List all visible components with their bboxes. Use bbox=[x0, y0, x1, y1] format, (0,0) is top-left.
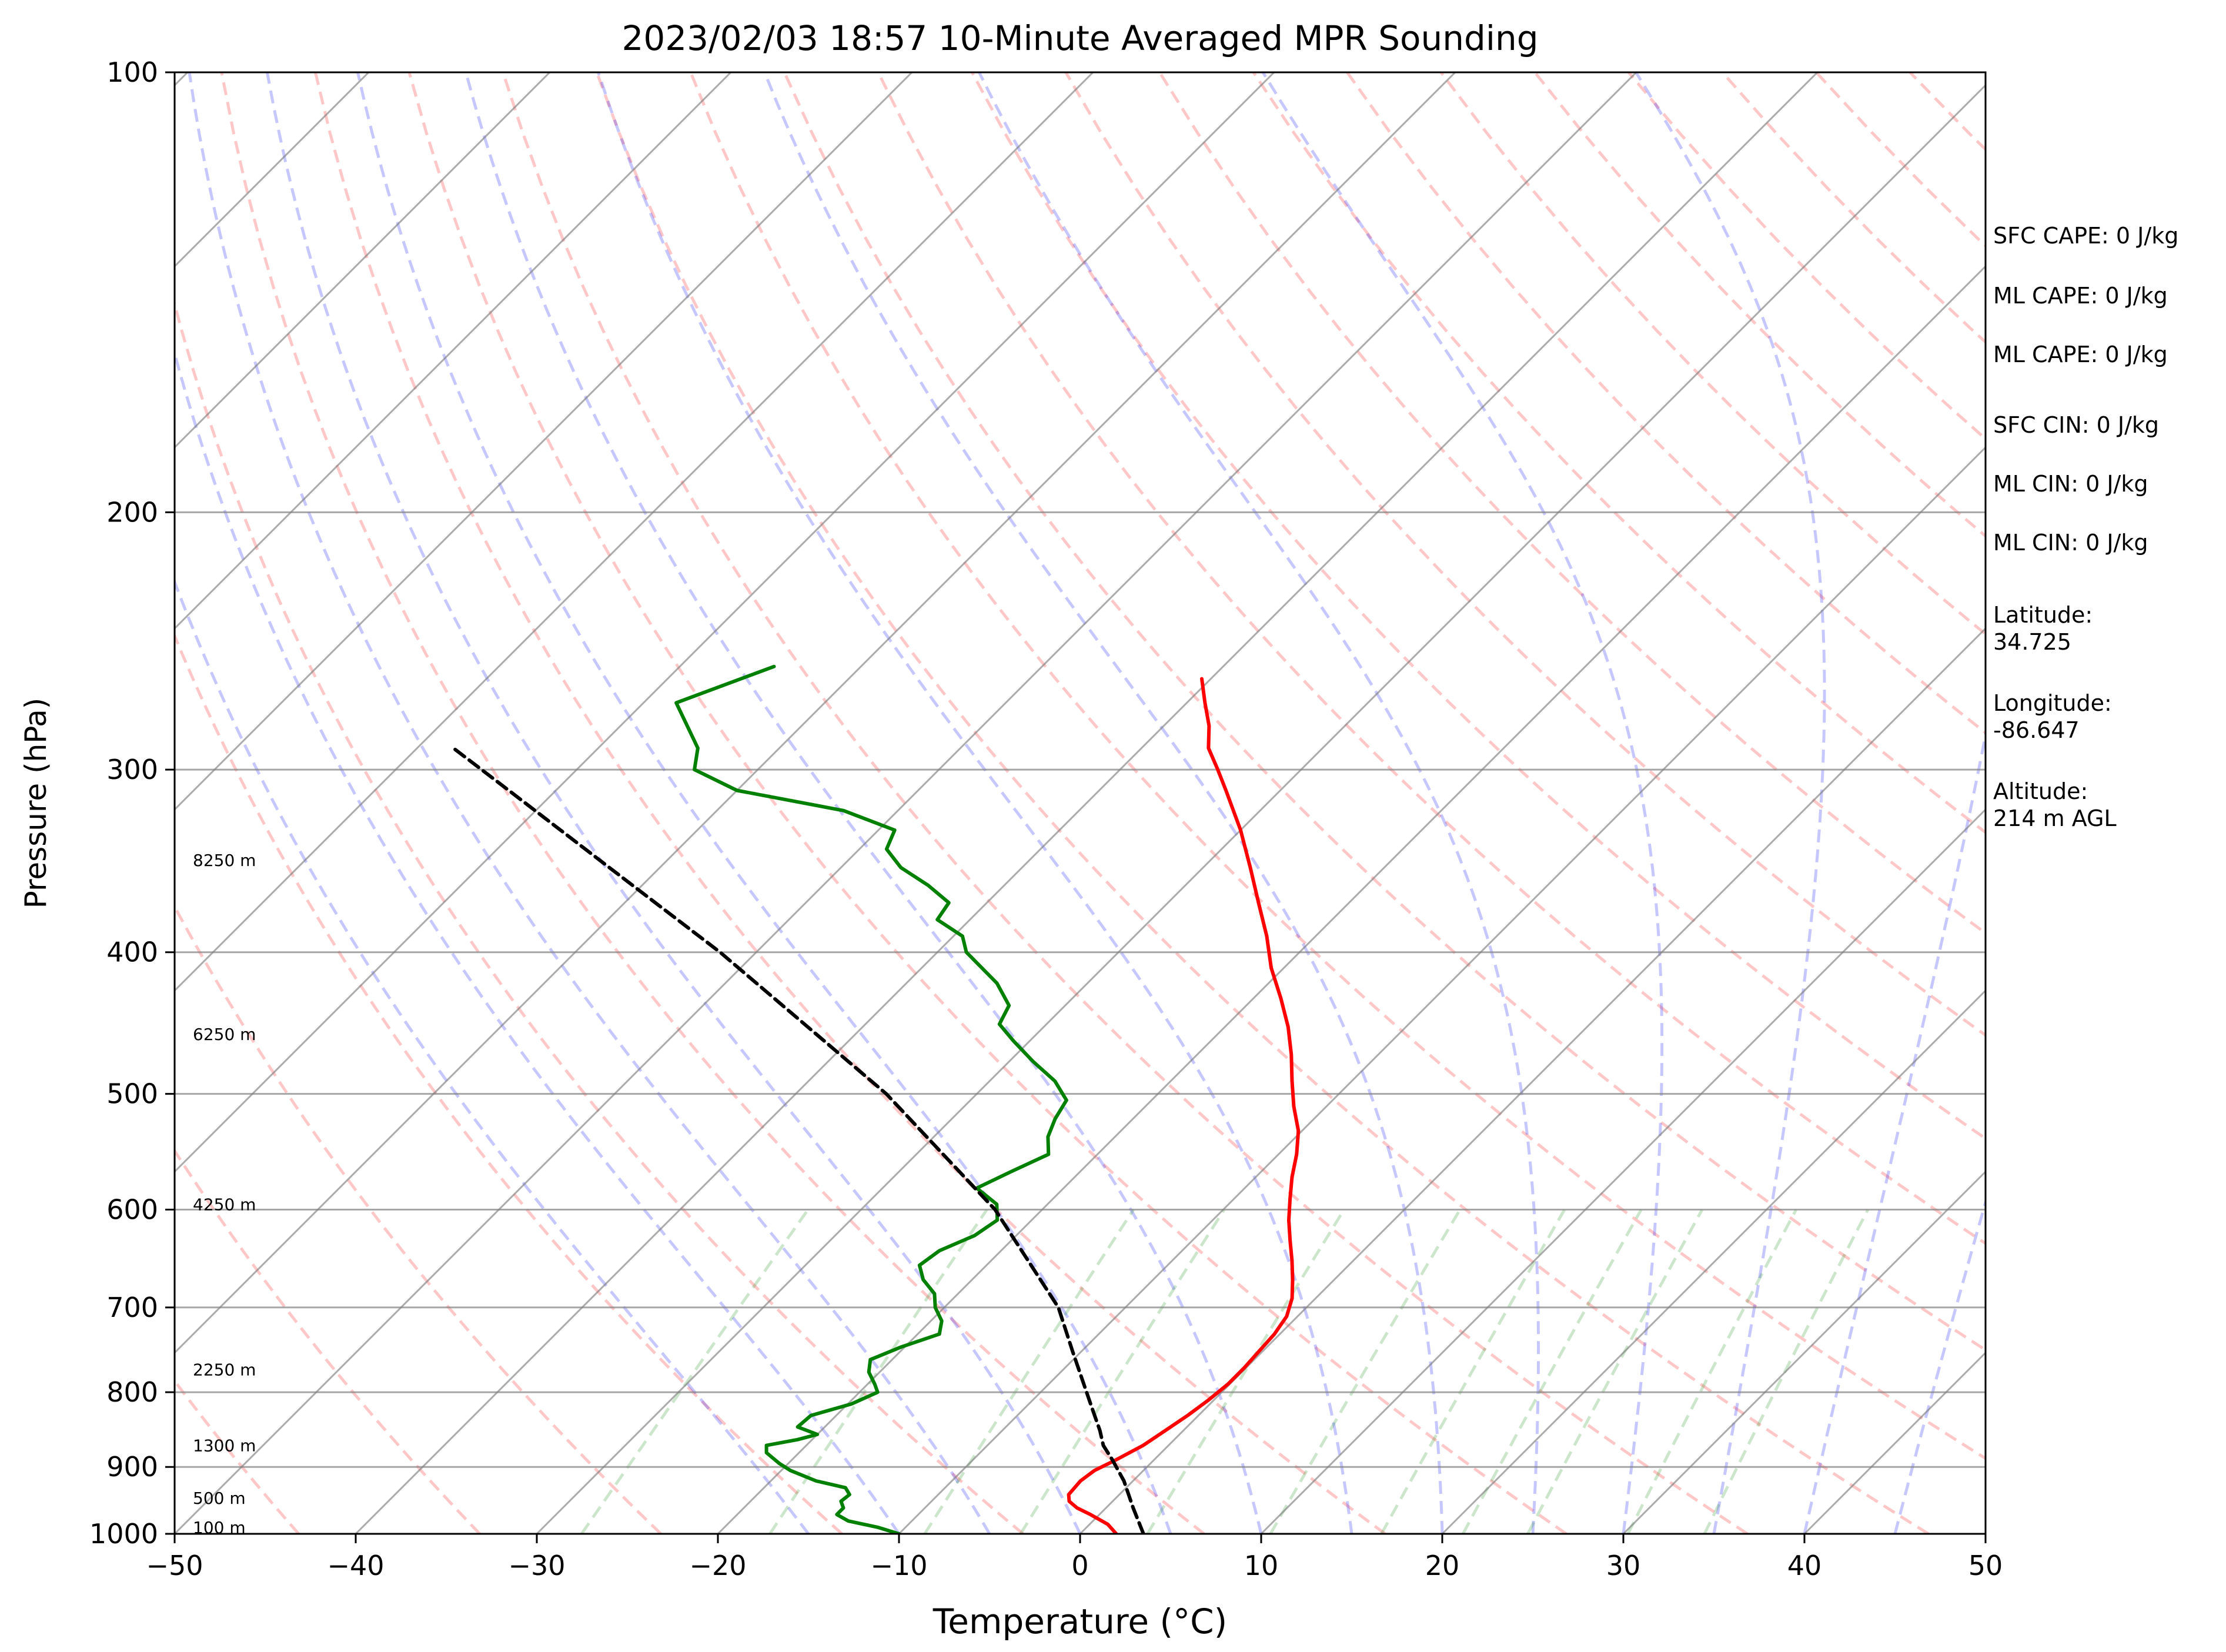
isotherm bbox=[1260, 808, 1986, 1534]
y-tick-label: 300 bbox=[106, 754, 158, 785]
moist-adiabat bbox=[1893, 1197, 1986, 1534]
info-latitude: Latitude: 34.725 bbox=[1993, 602, 2093, 655]
x-tick-label: 50 bbox=[1968, 1550, 2003, 1581]
height-label: 6250 m bbox=[193, 1025, 256, 1044]
x-axis: −50 −40 −30 −20 −10 0 10 20 30 40 50 bbox=[146, 1534, 2003, 1581]
dry-adiabat bbox=[1064, 72, 1986, 1037]
isotherm bbox=[1441, 989, 1986, 1534]
reference-lines bbox=[175, 72, 1986, 1534]
moist-adiabat bbox=[464, 72, 1263, 1534]
y-tick-label: 500 bbox=[106, 1078, 158, 1110]
moist-adiabat bbox=[265, 72, 1082, 1534]
y-axis-label: Pressure (hPa) bbox=[19, 698, 53, 909]
isotherm bbox=[717, 265, 1986, 1534]
isotherm bbox=[1622, 1170, 1986, 1534]
isotherm bbox=[175, 72, 913, 811]
dry-adiabat bbox=[175, 298, 1024, 1534]
isotherm bbox=[175, 72, 551, 449]
dry-adiabat bbox=[1252, 72, 1986, 834]
dry-adiabat bbox=[595, 72, 1930, 1534]
isotherm bbox=[175, 72, 1094, 992]
y-tick-label: 400 bbox=[106, 937, 158, 968]
x-tick-label: 40 bbox=[1787, 1550, 1822, 1581]
isotherm bbox=[175, 72, 1456, 1355]
info-sfc-cape: SFC CAPE: 0 J/kg bbox=[1993, 223, 2179, 249]
x-tick-label: 10 bbox=[1244, 1550, 1279, 1581]
info-ml-cape-2: ML CAPE: 0 J/kg bbox=[1993, 342, 2168, 367]
height-label: 1300 m bbox=[193, 1436, 256, 1456]
info-ml-cin-2: ML CIN: 0 J/kg bbox=[1993, 530, 2148, 556]
y-axis: 100 200 300 400 500 600 700 800 900 1000 bbox=[89, 56, 175, 1550]
temperature-line bbox=[1067, 677, 1301, 1534]
info-altitude: Altitude: 214 m AGL bbox=[1993, 778, 2117, 831]
moist-adiabat bbox=[1803, 727, 1986, 1534]
chart-title: 2023/02/03 18:57 10-Minute Averaged MPR … bbox=[621, 18, 1538, 58]
sounding-profiles bbox=[452, 664, 1301, 1534]
y-tick-label: 600 bbox=[106, 1193, 158, 1225]
dry-adiabat bbox=[407, 72, 1567, 1534]
y-tick-label: 100 bbox=[106, 56, 158, 88]
moist-adiabat bbox=[763, 72, 1444, 1534]
isotherm bbox=[536, 83, 1986, 1534]
dry-adiabat bbox=[220, 72, 1205, 1534]
y-tick-label: 700 bbox=[106, 1292, 158, 1323]
dry-adiabat bbox=[783, 72, 1986, 1352]
x-tick-label: −40 bbox=[327, 1550, 384, 1581]
moist-adiabat bbox=[188, 72, 991, 1534]
x-axis-label: Temperature (°C) bbox=[932, 1601, 1228, 1641]
isotherm bbox=[898, 446, 1986, 1534]
parcel-path-line bbox=[452, 746, 1145, 1534]
x-tick-label: −10 bbox=[870, 1550, 927, 1581]
moist-adiabat bbox=[978, 72, 1540, 1534]
height-label: 2250 m bbox=[193, 1360, 256, 1380]
moist-adiabat bbox=[175, 577, 810, 1534]
moist-adiabat bbox=[356, 72, 1172, 1534]
info-ml-cin: ML CIN: 0 J/kg bbox=[1993, 471, 2148, 497]
height-label: 8250 m bbox=[193, 851, 256, 870]
x-tick-label: 20 bbox=[1425, 1550, 1460, 1581]
info-sfc-cin: SFC CIN: 0 J/kg bbox=[1993, 412, 2160, 438]
dry-adiabat bbox=[175, 632, 843, 1534]
isotherm bbox=[175, 72, 1275, 1173]
dry-adiabat bbox=[502, 72, 1749, 1534]
isotherm bbox=[1079, 627, 1986, 1534]
isotherm bbox=[175, 72, 1637, 1534]
moist-adiabat bbox=[1635, 72, 1826, 1534]
y-tick-label: 900 bbox=[106, 1451, 158, 1483]
y-tick-label: 1000 bbox=[89, 1518, 158, 1550]
mixing-ratio-line bbox=[1703, 1209, 1870, 1534]
moist-adiabat bbox=[597, 72, 1353, 1534]
moist-adiabat bbox=[175, 348, 901, 1534]
y-tick-label: 800 bbox=[106, 1376, 158, 1408]
dry-adiabat bbox=[175, 1148, 481, 1534]
mixing-ratio-line bbox=[1626, 1209, 1798, 1534]
isotherm bbox=[355, 72, 1819, 1534]
y-tick-label: 200 bbox=[106, 496, 158, 528]
isotherm bbox=[175, 72, 732, 630]
dry-adiabat bbox=[313, 72, 1386, 1534]
x-tick-label: 30 bbox=[1606, 1550, 1641, 1581]
moist-adiabat bbox=[1261, 72, 1664, 1534]
info-longitude: Longitude: -86.647 bbox=[1993, 690, 2112, 743]
dry-adiabat bbox=[175, 903, 662, 1534]
height-label: 500 m bbox=[193, 1489, 246, 1508]
height-label: 4250 m bbox=[193, 1195, 256, 1214]
dry-adiabat bbox=[877, 72, 1986, 1246]
x-tick-label: −50 bbox=[146, 1550, 203, 1581]
info-ml-cape: ML CAPE: 0 J/kg bbox=[1993, 283, 2168, 309]
x-tick-label: 0 bbox=[1071, 1550, 1088, 1581]
dewpoint-line bbox=[674, 664, 1068, 1534]
x-tick-label: −30 bbox=[508, 1550, 565, 1581]
x-tick-label: −20 bbox=[689, 1550, 746, 1581]
